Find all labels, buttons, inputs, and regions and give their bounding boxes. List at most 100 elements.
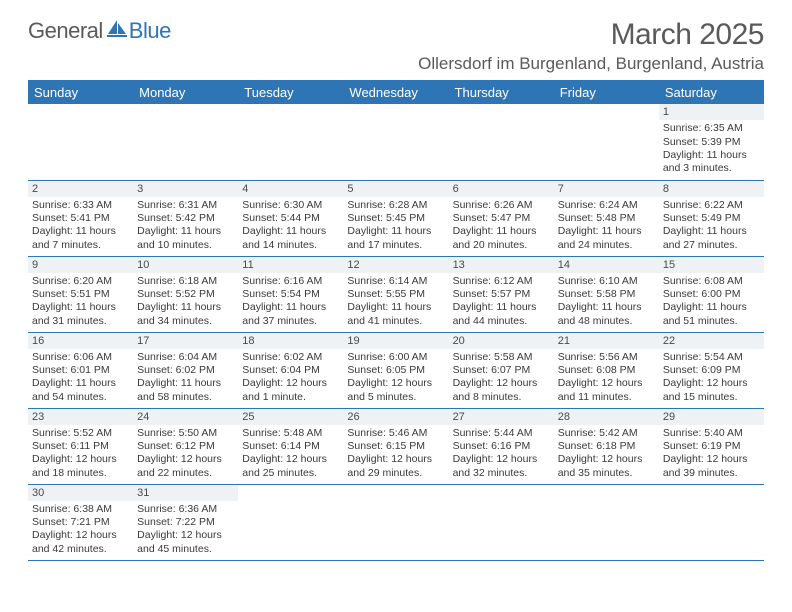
calendar-cell-empty bbox=[449, 484, 554, 560]
sunset-line: Sunset: 5:51 PM bbox=[32, 288, 129, 301]
calendar-cell: 5Sunrise: 6:28 AMSunset: 5:45 PMDaylight… bbox=[343, 180, 448, 256]
logo-text-blue: Blue bbox=[129, 18, 171, 44]
sunrise-line: Sunrise: 5:48 AM bbox=[242, 427, 339, 440]
day-details: Sunrise: 6:33 AMSunset: 5:41 PMDaylight:… bbox=[32, 199, 129, 253]
sunset-line: Sunset: 6:09 PM bbox=[663, 364, 760, 377]
sunrise-line: Sunrise: 5:46 AM bbox=[347, 427, 444, 440]
calendar-cell-empty bbox=[343, 484, 448, 560]
daylight-line: Daylight: 12 hours and 8 minutes. bbox=[453, 377, 550, 404]
daylight-line: Daylight: 12 hours and 45 minutes. bbox=[137, 529, 234, 556]
sunrise-line: Sunrise: 6:12 AM bbox=[453, 275, 550, 288]
day-number: 14 bbox=[554, 257, 659, 273]
sunrise-line: Sunrise: 5:58 AM bbox=[453, 351, 550, 364]
sunrise-line: Sunrise: 6:36 AM bbox=[137, 503, 234, 516]
header: General Blue March 2025 Ollersdorf im Bu… bbox=[28, 18, 764, 74]
sunrise-line: Sunrise: 6:31 AM bbox=[137, 199, 234, 212]
calendar-cell: 23Sunrise: 5:52 AMSunset: 6:11 PMDayligh… bbox=[28, 408, 133, 484]
daylight-line: Daylight: 11 hours and 48 minutes. bbox=[558, 301, 655, 328]
calendar-cell: 12Sunrise: 6:14 AMSunset: 5:55 PMDayligh… bbox=[343, 256, 448, 332]
day-number: 19 bbox=[343, 333, 448, 349]
calendar-cell: 1Sunrise: 6:35 AMSunset: 5:39 PMDaylight… bbox=[659, 104, 764, 180]
daylight-line: Daylight: 11 hours and 10 minutes. bbox=[137, 225, 234, 252]
daylight-line: Daylight: 12 hours and 22 minutes. bbox=[137, 453, 234, 480]
weekday-header-row: SundayMondayTuesdayWednesdayThursdayFrid… bbox=[28, 81, 764, 104]
weekday-header: Saturday bbox=[659, 81, 764, 104]
day-number: 25 bbox=[238, 409, 343, 425]
weekday-header: Monday bbox=[133, 81, 238, 104]
day-number: 13 bbox=[449, 257, 554, 273]
calendar-cell: 15Sunrise: 6:08 AMSunset: 6:00 PMDayligh… bbox=[659, 256, 764, 332]
calendar-row: 30Sunrise: 6:38 AMSunset: 7:21 PMDayligh… bbox=[28, 484, 764, 560]
sunset-line: Sunset: 5:49 PM bbox=[663, 212, 760, 225]
sunset-line: Sunset: 5:44 PM bbox=[242, 212, 339, 225]
day-details: Sunrise: 6:24 AMSunset: 5:48 PMDaylight:… bbox=[558, 199, 655, 253]
day-details: Sunrise: 6:06 AMSunset: 6:01 PMDaylight:… bbox=[32, 351, 129, 405]
calendar-cell-empty bbox=[554, 104, 659, 180]
sunrise-line: Sunrise: 5:54 AM bbox=[663, 351, 760, 364]
sunset-line: Sunset: 7:21 PM bbox=[32, 516, 129, 529]
day-details: Sunrise: 6:16 AMSunset: 5:54 PMDaylight:… bbox=[242, 275, 339, 329]
day-details: Sunrise: 5:44 AMSunset: 6:16 PMDaylight:… bbox=[453, 427, 550, 481]
sunset-line: Sunset: 5:41 PM bbox=[32, 212, 129, 225]
calendar-cell: 11Sunrise: 6:16 AMSunset: 5:54 PMDayligh… bbox=[238, 256, 343, 332]
sunset-line: Sunset: 5:47 PM bbox=[453, 212, 550, 225]
daylight-line: Daylight: 11 hours and 14 minutes. bbox=[242, 225, 339, 252]
calendar-cell: 3Sunrise: 6:31 AMSunset: 5:42 PMDaylight… bbox=[133, 180, 238, 256]
day-number: 12 bbox=[343, 257, 448, 273]
day-number: 31 bbox=[133, 485, 238, 501]
calendar-row: 1Sunrise: 6:35 AMSunset: 5:39 PMDaylight… bbox=[28, 104, 764, 180]
sunset-line: Sunset: 6:12 PM bbox=[137, 440, 234, 453]
sunrise-line: Sunrise: 5:42 AM bbox=[558, 427, 655, 440]
sunrise-line: Sunrise: 6:18 AM bbox=[137, 275, 234, 288]
sunrise-line: Sunrise: 5:52 AM bbox=[32, 427, 129, 440]
calendar-cell: 22Sunrise: 5:54 AMSunset: 6:09 PMDayligh… bbox=[659, 332, 764, 408]
calendar-cell-empty bbox=[238, 104, 343, 180]
day-details: Sunrise: 6:04 AMSunset: 6:02 PMDaylight:… bbox=[137, 351, 234, 405]
day-details: Sunrise: 6:10 AMSunset: 5:58 PMDaylight:… bbox=[558, 275, 655, 329]
calendar-cell-empty bbox=[659, 484, 764, 560]
day-details: Sunrise: 6:00 AMSunset: 6:05 PMDaylight:… bbox=[347, 351, 444, 405]
day-details: Sunrise: 6:20 AMSunset: 5:51 PMDaylight:… bbox=[32, 275, 129, 329]
day-details: Sunrise: 5:48 AMSunset: 6:14 PMDaylight:… bbox=[242, 427, 339, 481]
day-number: 30 bbox=[28, 485, 133, 501]
daylight-line: Daylight: 11 hours and 37 minutes. bbox=[242, 301, 339, 328]
daylight-line: Daylight: 11 hours and 41 minutes. bbox=[347, 301, 444, 328]
calendar-cell: 8Sunrise: 6:22 AMSunset: 5:49 PMDaylight… bbox=[659, 180, 764, 256]
sunset-line: Sunset: 6:01 PM bbox=[32, 364, 129, 377]
calendar-row: 16Sunrise: 6:06 AMSunset: 6:01 PMDayligh… bbox=[28, 332, 764, 408]
daylight-line: Daylight: 11 hours and 34 minutes. bbox=[137, 301, 234, 328]
daylight-line: Daylight: 11 hours and 20 minutes. bbox=[453, 225, 550, 252]
calendar-cell: 14 Sunrise: 6:10 AMSunset: 5:58 PMDayligh… bbox=[554, 256, 659, 332]
sunrise-line: Sunrise: 6:28 AM bbox=[347, 199, 444, 212]
sunrise-line: Sunrise: 6:02 AM bbox=[242, 351, 339, 364]
day-details: Sunrise: 5:40 AMSunset: 6:19 PMDaylight:… bbox=[663, 427, 760, 481]
day-details: Sunrise: 6:28 AMSunset: 5:45 PMDaylight:… bbox=[347, 199, 444, 253]
daylight-line: Daylight: 12 hours and 15 minutes. bbox=[663, 377, 760, 404]
sunrise-line: Sunrise: 5:50 AM bbox=[137, 427, 234, 440]
daylight-line: Daylight: 11 hours and 27 minutes. bbox=[663, 225, 760, 252]
day-details: Sunrise: 6:36 AMSunset: 7:22 PMDaylight:… bbox=[137, 503, 234, 557]
calendar-cell-empty bbox=[238, 484, 343, 560]
sunset-line: Sunset: 5:52 PM bbox=[137, 288, 234, 301]
weekday-header: Wednesday bbox=[343, 81, 448, 104]
day-details: Sunrise: 5:42 AMSunset: 6:18 PMDaylight:… bbox=[558, 427, 655, 481]
month-title: March 2025 bbox=[418, 18, 764, 52]
sunrise-line: Sunrise: 6:24 AM bbox=[558, 199, 655, 212]
sunset-line: Sunset: 5:55 PM bbox=[347, 288, 444, 301]
calendar-cell: 30Sunrise: 6:38 AMSunset: 7:21 PMDayligh… bbox=[28, 484, 133, 560]
day-number: 6 bbox=[449, 181, 554, 197]
day-number: 1 bbox=[659, 104, 764, 120]
logo-text-general: General bbox=[28, 18, 103, 44]
sunset-line: Sunset: 6:15 PM bbox=[347, 440, 444, 453]
sunset-line: Sunset: 6:04 PM bbox=[242, 364, 339, 377]
calendar-table: SundayMondayTuesdayWednesdayThursdayFrid… bbox=[28, 81, 764, 561]
sunrise-line: Sunrise: 6:33 AM bbox=[32, 199, 129, 212]
day-number: 10 bbox=[133, 257, 238, 273]
sunset-line: Sunset: 5:45 PM bbox=[347, 212, 444, 225]
daylight-line: Daylight: 11 hours and 54 minutes. bbox=[32, 377, 129, 404]
sunrise-line: Sunrise: 6:26 AM bbox=[453, 199, 550, 212]
day-details: Sunrise: 6:12 AMSunset: 5:57 PMDaylight:… bbox=[453, 275, 550, 329]
sunrise-line: Sunrise: 5:44 AM bbox=[453, 427, 550, 440]
day-details: Sunrise: 6:08 AMSunset: 6:00 PMDaylight:… bbox=[663, 275, 760, 329]
sunrise-line: Sunrise: 6:06 AM bbox=[32, 351, 129, 364]
